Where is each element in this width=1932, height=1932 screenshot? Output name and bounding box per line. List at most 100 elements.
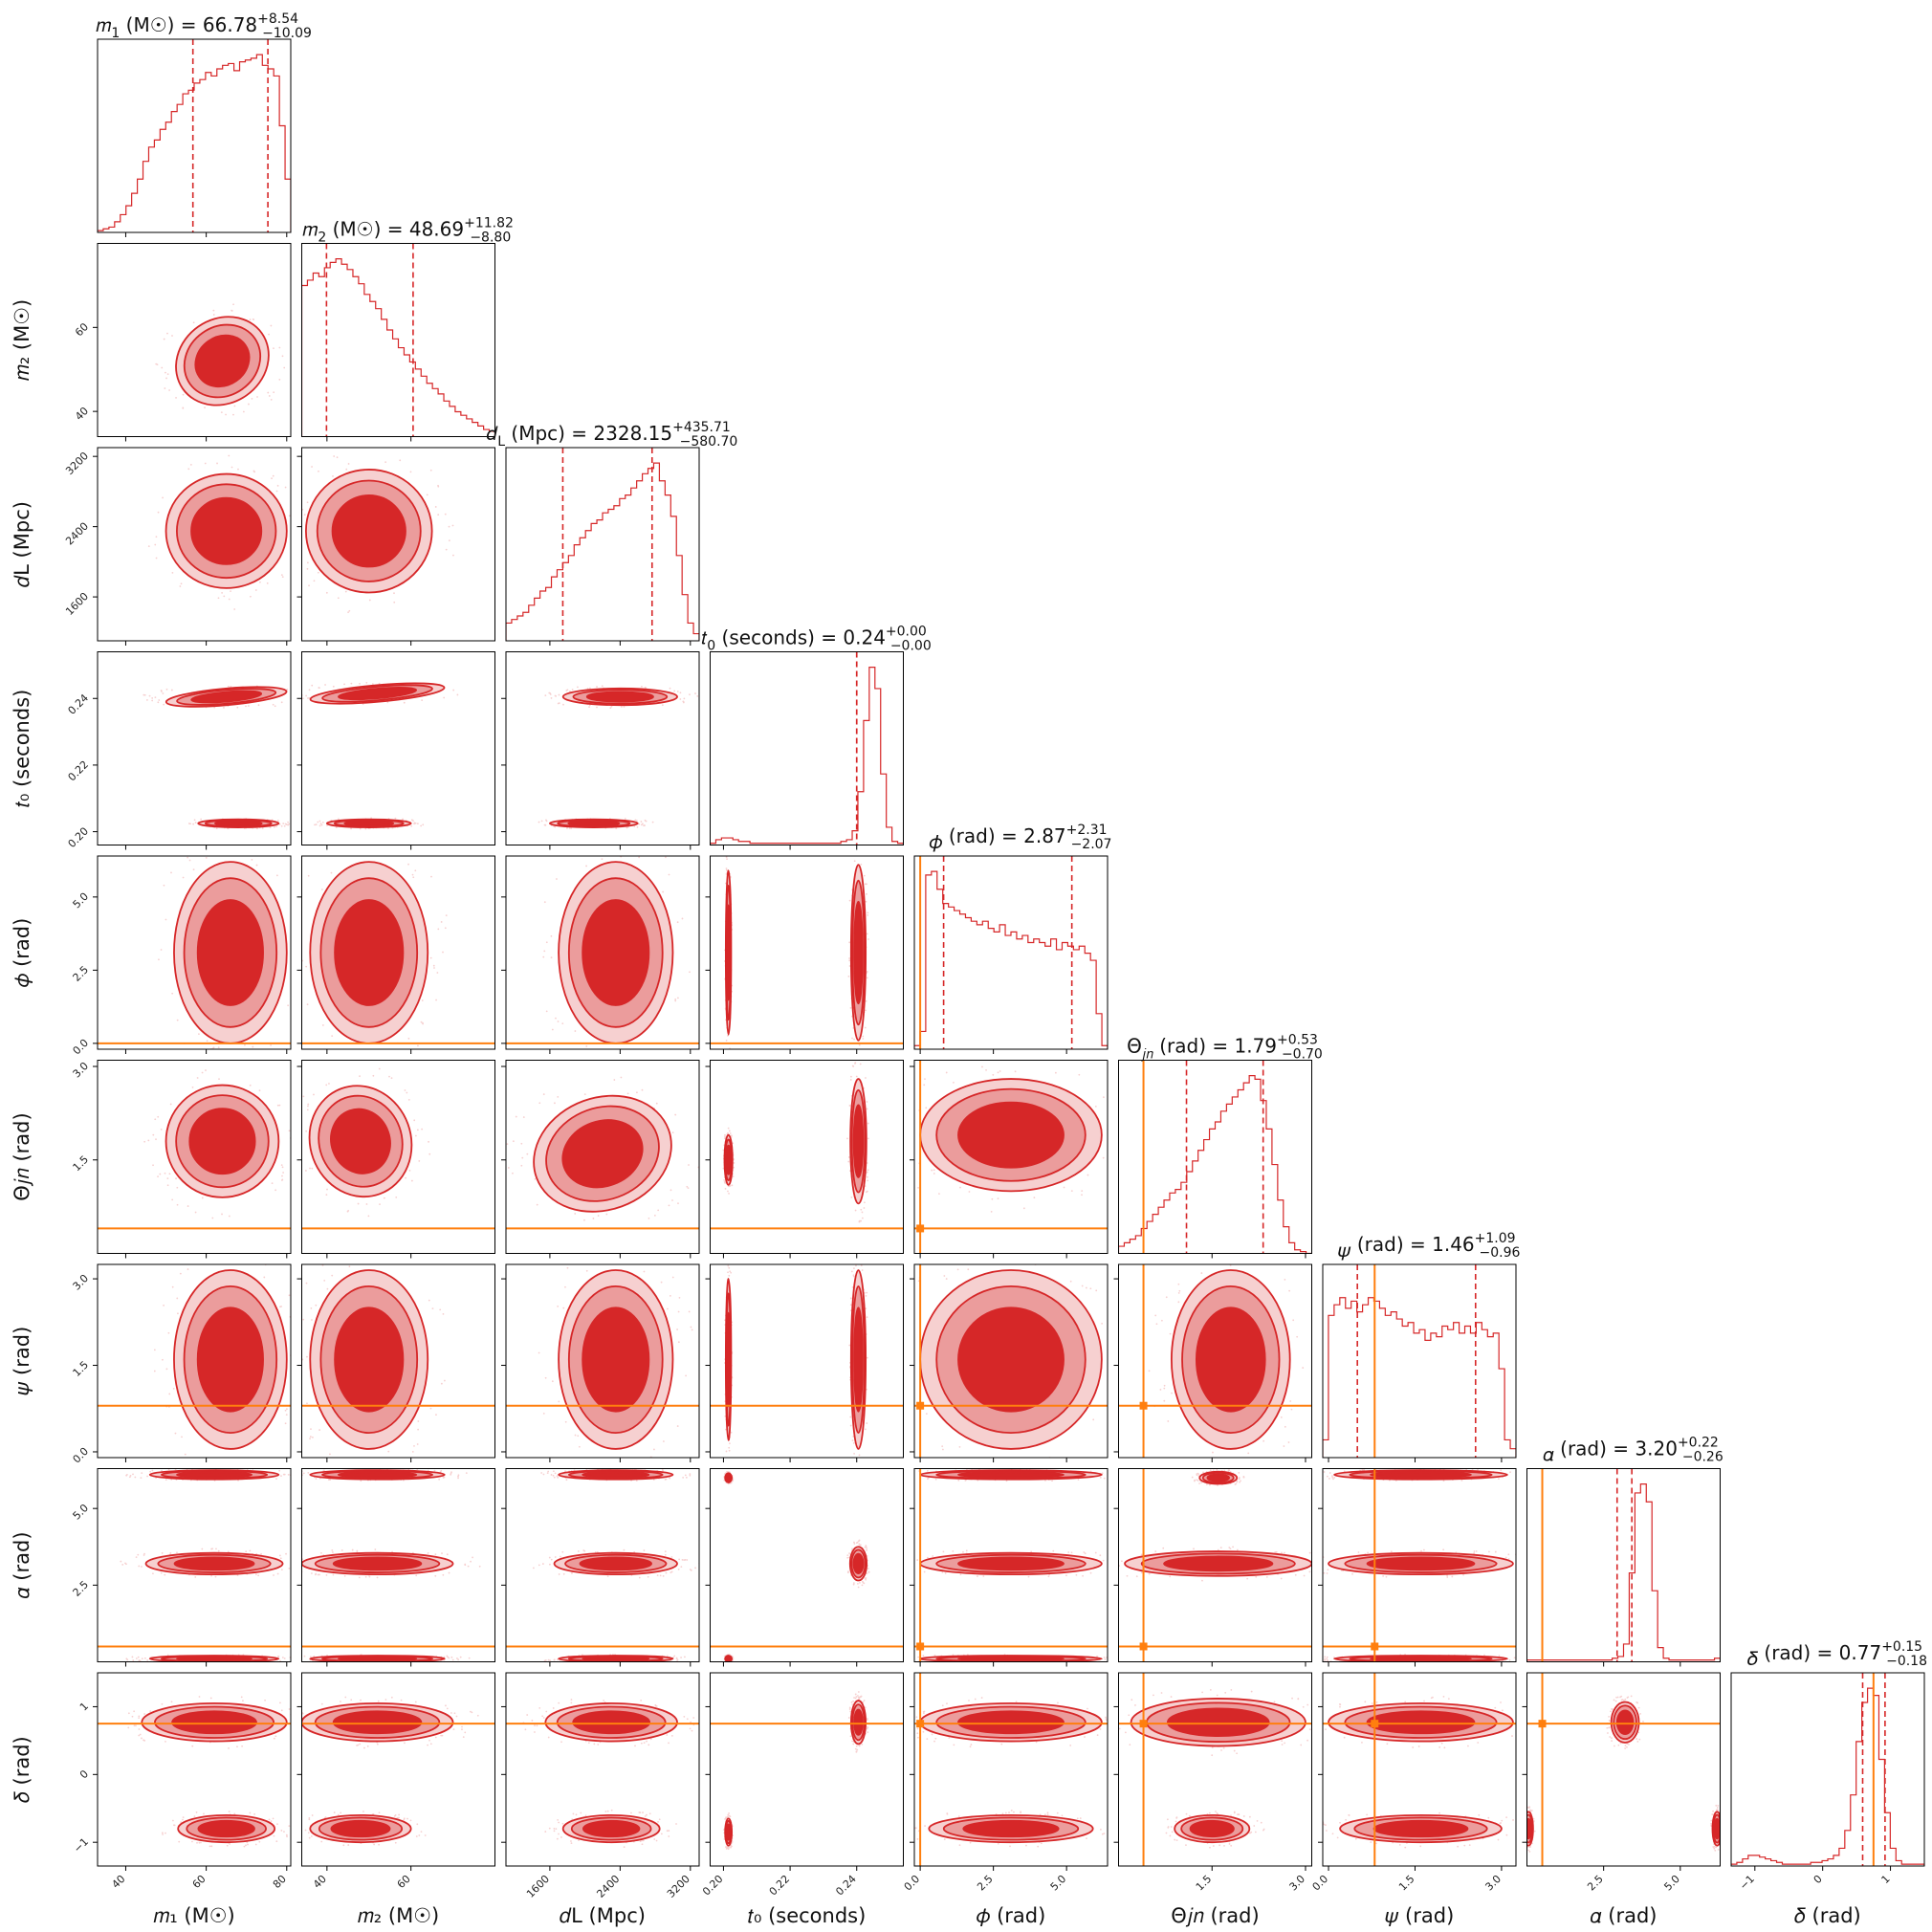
sample-dot — [247, 1843, 249, 1846]
panel-body — [1105, 1673, 1312, 1866]
sample-dot — [605, 1213, 608, 1216]
sample-dot — [1518, 1562, 1520, 1564]
sample-dot — [606, 1575, 609, 1578]
sample-dot — [359, 682, 361, 685]
sample-dot — [169, 1103, 172, 1106]
sample-dot — [298, 1656, 300, 1658]
sample-dot — [160, 1129, 163, 1131]
sample-dot — [847, 1160, 850, 1163]
sample-dot — [295, 897, 296, 899]
credible-region — [337, 1656, 418, 1662]
panel-dL-alpha — [501, 1468, 700, 1667]
sample-dot — [314, 823, 316, 826]
sample-dot — [282, 1172, 284, 1174]
title-part: +0.15 — [1881, 1639, 1922, 1655]
sample-dot — [551, 1380, 554, 1383]
sample-dot — [318, 824, 321, 827]
sample-dot — [189, 463, 192, 466]
sample-dot — [1110, 1822, 1112, 1824]
sample-dot — [1300, 1744, 1303, 1746]
sample-dot — [1361, 1741, 1363, 1744]
panel-frame — [913, 1468, 1109, 1662]
sample-dot — [252, 1072, 253, 1074]
sample-dot — [293, 1430, 295, 1432]
sample-dot — [926, 1738, 929, 1741]
sample-dot — [133, 1710, 136, 1713]
sample-dot — [542, 1473, 545, 1476]
sample-dot — [623, 1548, 626, 1551]
sample-dot — [866, 933, 868, 935]
sample-dot — [166, 373, 169, 376]
sample-dot — [415, 1134, 417, 1137]
panel-body — [914, 856, 1108, 1049]
credible-region — [726, 904, 732, 1001]
sample-dot — [694, 1567, 696, 1570]
sample-dot — [201, 1548, 204, 1550]
sample-dot — [552, 1474, 555, 1477]
sample-dot — [171, 335, 173, 337]
sample-dot — [682, 1476, 685, 1479]
sample-dot — [867, 1731, 869, 1734]
sample-dot — [543, 901, 546, 904]
sample-dot — [686, 1559, 689, 1561]
sample-dot — [911, 1477, 913, 1479]
sample-dot — [917, 1186, 919, 1189]
sample-dot — [421, 1128, 424, 1131]
sample-dot — [180, 582, 183, 585]
sample-dot — [1611, 1737, 1613, 1740]
sample-dot — [172, 1388, 175, 1390]
sample-dot — [318, 470, 319, 472]
sample-dot — [1234, 1459, 1236, 1460]
sample-dot — [329, 1453, 331, 1456]
credible-region — [190, 690, 263, 704]
panel-delta-delta: 𝛿 (rad) = 0.77+0.15 −0.18−1 0 1 — [1730, 1639, 1927, 1893]
sample-dot — [542, 1412, 545, 1415]
credible-region — [582, 1306, 650, 1413]
sample-dot — [360, 1699, 362, 1701]
panel-body — [710, 1264, 904, 1458]
sample-dot — [686, 1185, 689, 1188]
sample-dot — [952, 1549, 955, 1552]
sample-dot — [278, 378, 281, 381]
sample-dot — [276, 1104, 279, 1107]
sample-dot — [127, 1726, 130, 1729]
y-axis-label-delta: 𝛿 (rad) — [11, 1736, 33, 1803]
sample-dot — [1343, 1470, 1346, 1473]
sample-dot — [146, 1475, 148, 1478]
sample-dot — [570, 1842, 573, 1845]
sample-dot — [426, 494, 428, 496]
sample-dot — [1447, 1698, 1450, 1701]
sample-dot — [548, 692, 551, 694]
sample-dot — [638, 1811, 641, 1813]
sample-dot — [1324, 1659, 1327, 1661]
sample-dot — [586, 1248, 588, 1250]
sample-dot — [218, 1072, 220, 1074]
panel-alpha-delta: 2.5 5.0 — [1522, 1672, 1721, 1893]
sample-dot — [413, 1444, 415, 1447]
sample-dot — [1525, 1845, 1526, 1847]
sample-dot — [221, 591, 224, 594]
sample-dot — [1430, 1697, 1433, 1700]
sample-dot — [1273, 1701, 1276, 1703]
sample-dot — [408, 1170, 411, 1172]
sample-dot — [471, 1711, 473, 1714]
sample-dot — [534, 1177, 537, 1180]
sample-dot — [240, 1696, 243, 1699]
sample-dot — [858, 1056, 860, 1058]
sample-dot — [562, 1572, 565, 1575]
sample-dot — [1504, 1556, 1507, 1559]
panel-frame — [1526, 1468, 1721, 1662]
sample-dot — [568, 826, 571, 829]
sample-dot — [1105, 1733, 1107, 1735]
sample-dot — [276, 484, 279, 487]
sample-dot — [905, 1474, 907, 1476]
sample-dot — [1104, 1658, 1107, 1660]
sample-dot — [161, 1358, 164, 1361]
sample-dot — [1521, 1658, 1523, 1660]
credible-region — [190, 496, 263, 565]
sample-dot — [176, 1203, 179, 1206]
sample-dot — [161, 1832, 164, 1834]
sample-dot — [855, 1075, 858, 1078]
sample-dot — [187, 856, 189, 859]
sample-dot — [1035, 1741, 1038, 1744]
